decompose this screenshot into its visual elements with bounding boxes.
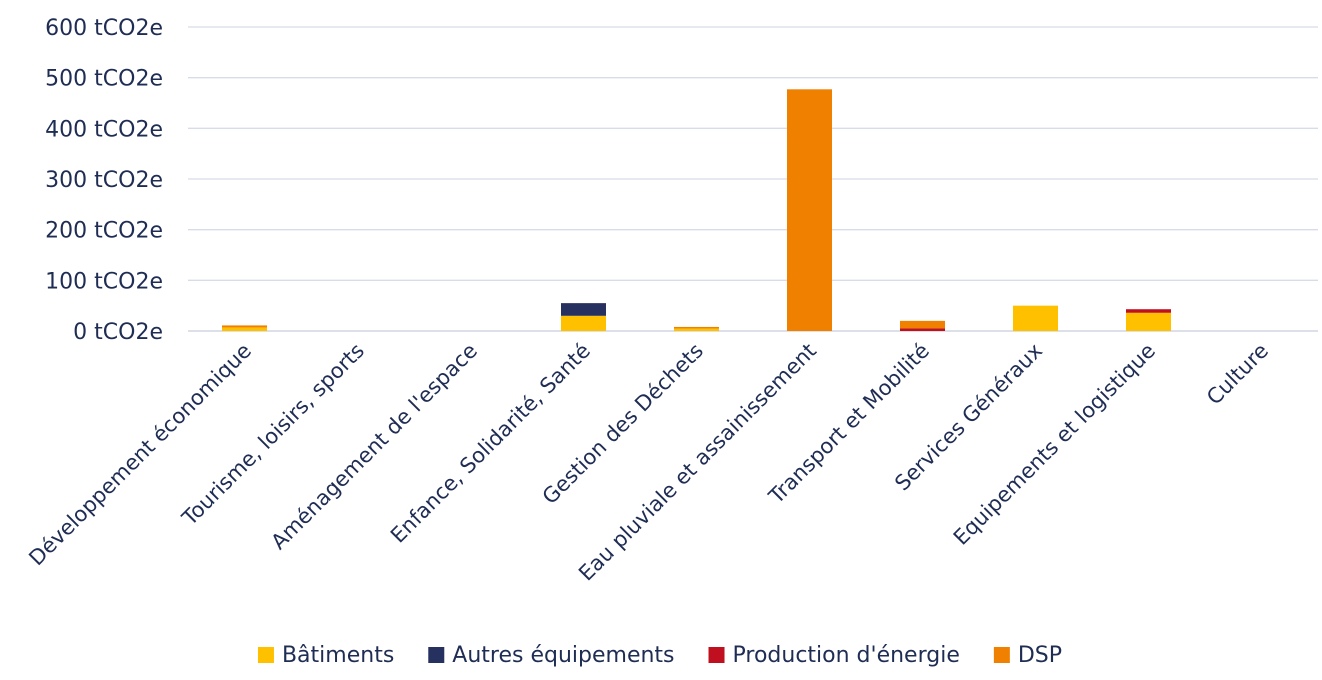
x-tick-label-developpement-economique: Développement économique	[24, 339, 256, 571]
bars	[222, 89, 1171, 331]
bar-production-d-energie-equipements-et-logistique	[1126, 309, 1171, 313]
legend-swatch-dsp	[994, 647, 1010, 663]
bar-dsp-gestion-des-dechets	[674, 327, 719, 329]
bar-dsp-eau-pluviale-et-assainissement	[787, 89, 832, 331]
legend-label-autres-equipements: Autres équipements	[452, 643, 674, 668]
bar-dsp-transport-et-mobilite	[900, 321, 945, 329]
bar-batiments-gestion-des-dechets	[674, 328, 719, 331]
legend-label-dsp: DSP	[1018, 643, 1062, 668]
y-tick-label: 0 tCO2e	[73, 320, 163, 345]
y-tick-label: 400 tCO2e	[45, 117, 163, 142]
legend-swatch-production-d-energie	[709, 647, 725, 663]
y-tick-label: 100 tCO2e	[45, 269, 163, 294]
x-tick-label-eau-pluviale-et-assainissement: Eau pluviale et assainissement	[574, 339, 821, 586]
y-axis-tick-labels: 0 tCO2e 100 tCO2e 200 tCO2e 300 tCO2e 400 tC…	[45, 16, 163, 345]
legend: Bâtiments Autres équipements Production d'…	[258, 643, 1062, 668]
gridlines	[188, 27, 1318, 331]
legend-swatch-batiments	[258, 647, 274, 663]
bar-dsp-developpement-economique	[222, 325, 267, 327]
legend-label-batiments: Bâtiments	[282, 643, 394, 668]
bar-batiments-equipements-et-logistique	[1126, 313, 1171, 331]
bar-batiments-services-generaux	[1013, 306, 1058, 331]
y-tick-label: 300 tCO2e	[45, 168, 163, 193]
y-tick-label: 200 tCO2e	[45, 219, 163, 244]
x-tick-label-amenagement-de-l-espace: Aménagement de l'espace	[266, 339, 482, 555]
bar-production-d-energie-transport-et-mobilite	[900, 328, 945, 331]
y-tick-label: 600 tCO2e	[45, 16, 163, 41]
x-tick-label-culture: Culture	[1202, 339, 1273, 410]
x-tick-label-equipements-et-logistique: Equipements et logistique	[949, 339, 1160, 550]
legend-swatch-autres-equipements	[428, 647, 444, 663]
bar-batiments-enfance-solidarite-sante	[561, 316, 606, 331]
legend-label-production-d-energie: Production d'énergie	[733, 643, 960, 668]
y-tick-label: 500 tCO2e	[45, 67, 163, 92]
bar-batiments-developpement-economique	[222, 327, 267, 331]
bar-autres-equipements-enfance-solidarite-sante	[561, 303, 606, 316]
x-tick-label-tourisme-loisirs-sports: Tourisme, loisirs, sports	[177, 339, 369, 531]
x-tick-label-enfance-solidarite-sante: Enfance, Solidarité, Santé	[386, 339, 595, 548]
